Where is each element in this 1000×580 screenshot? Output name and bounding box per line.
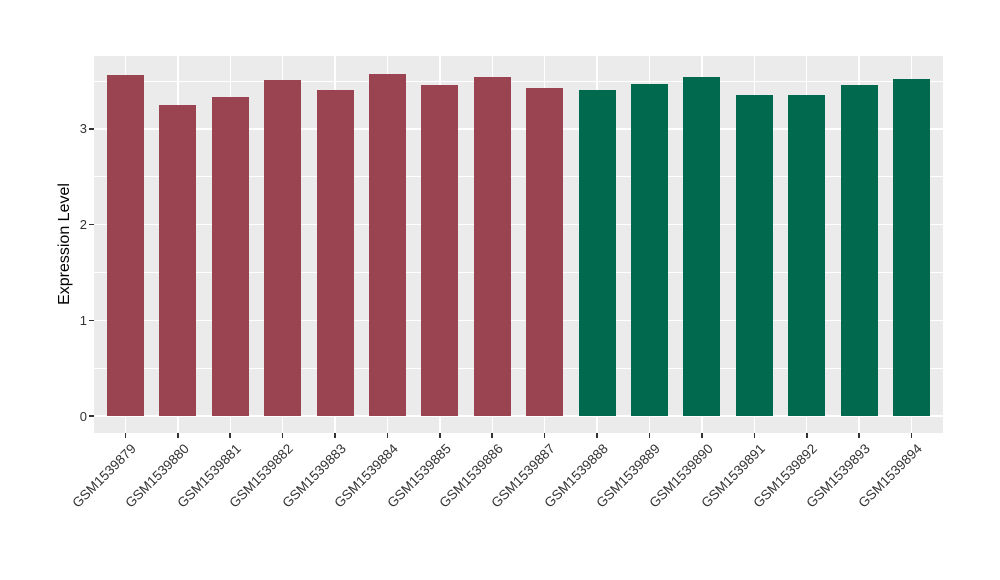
bar-GSM1539887 [526,87,564,416]
x-tick-mark [281,433,284,438]
x-tick-mark [596,433,598,438]
major-gridline [94,128,943,130]
x-tick-mark [334,433,336,438]
bar-GSM1539893 [840,85,878,416]
y-tick-label: 3 [79,121,87,137]
y-tick-label: 2 [79,217,87,233]
x-tick-mark [386,433,389,438]
x-tick-mark [229,433,232,438]
bar-GSM1539883 [316,89,354,416]
minor-gridline [94,176,943,178]
bar-GSM1539880 [159,105,197,416]
bar-GSM1539879 [106,74,144,416]
bar-GSM1539892 [788,94,826,416]
x-tick-mark [701,433,703,438]
bar-GSM1539881 [211,96,249,416]
bar-GSM1539884 [368,73,406,416]
x-tick-mark [124,433,127,438]
major-gridline [94,223,943,226]
minor-gridline [94,271,943,273]
major-gridline [94,415,943,417]
y-axis-title: Expression Level [56,183,73,305]
bar-GSM1539882 [264,80,302,416]
minor-gridline [94,80,943,82]
major-gridline [94,319,943,322]
bar-GSM1539894 [893,79,931,416]
x-tick-mark [439,433,441,438]
x-tick-mark [910,433,913,438]
x-tick-mark [858,433,860,438]
bar-GSM1539889 [631,84,669,416]
y-tick-mark [89,223,94,226]
y-tick-mark [89,319,94,322]
x-tick-mark [491,433,494,438]
x-tick-mark [177,433,179,438]
bar-GSM1539890 [683,77,721,416]
x-tick-mark [648,433,651,438]
bar-GSM1539886 [473,77,511,416]
x-tick-mark [805,433,808,438]
y-tick-mark [89,415,94,417]
x-tick-mark [753,433,756,438]
y-tick-mark [89,128,94,130]
x-tick-mark [543,433,546,438]
minor-gridline [94,367,943,369]
bar-GSM1539885 [421,85,459,416]
bar-GSM1539891 [735,94,773,416]
bar-GSM1539888 [578,89,616,416]
plot-panel [94,56,943,433]
y-tick-label: 0 [79,408,87,424]
y-tick-label: 1 [79,312,87,328]
